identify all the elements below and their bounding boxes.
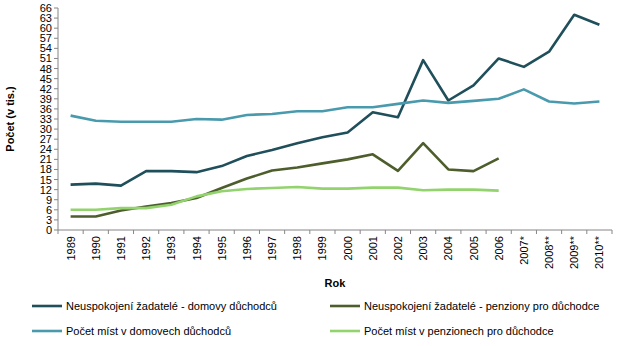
plot-lines [71,15,600,217]
x-tick [108,230,109,234]
x-tick [486,230,487,234]
x-tick [536,230,537,234]
x-tick [309,230,310,234]
x-tick [234,230,235,234]
x-tick-label: 2006 [493,236,505,260]
y-tick [54,8,58,9]
y-tick [54,159,58,160]
y-tick [54,199,58,200]
x-tick-label: 2009** [568,235,580,269]
y-tick [54,209,58,210]
y-tick [54,38,58,39]
x-tick [385,230,386,234]
x-axis-title: Rok [325,277,347,289]
x-tick-label: 2000 [342,236,354,260]
y-tick [54,18,58,19]
legend-swatch [330,330,360,333]
y-tick [54,78,58,79]
series-line [71,187,499,210]
y-tick [54,88,58,89]
y-axis-title: Počet (v tis.) [4,86,16,152]
x-tick [284,230,285,234]
x-tick [586,230,587,234]
y-tick [54,58,58,59]
series-line [71,15,600,186]
x-tick [259,230,260,234]
x-tick-label: 1993 [165,236,177,260]
y-tick-label: 66 [40,2,52,14]
x-tick-label: 2003 [417,236,429,260]
chart: 0369121518212427303336394245485154576063… [0,0,619,346]
y-tick [54,119,58,120]
x-tick [83,230,84,234]
x-tick-label: 1991 [115,236,127,260]
y-tick [54,28,58,29]
x-tick [58,230,59,234]
y-tick [54,179,58,180]
x-tick-label: 2008** [543,235,555,269]
x-tick-label: 2002 [392,236,404,260]
x-tick [335,230,336,234]
series-line [71,143,499,216]
x-tick [561,230,562,234]
x-tick-label: 1997 [266,236,278,260]
x-tick [435,230,436,234]
y-tick [54,98,58,99]
y-tick [54,189,58,190]
y-tick [54,129,58,130]
legend-label: Neuspokojení žadatelé - domovy důchodců [66,300,277,312]
x-tick [612,230,613,234]
x-tick-label: 1992 [140,236,152,260]
x-tick-label: 2001 [367,236,379,260]
x-tick-label: 2007* [518,235,530,264]
x-tick [360,230,361,234]
x-tick [183,230,184,234]
y-tick [54,68,58,69]
x-tick [511,230,512,234]
legend-label: Počet míst v domovech důchodců [66,325,231,337]
x-tick-label: 1999 [316,236,328,260]
y-tick [54,108,58,109]
y-tick [54,219,58,220]
y-tick [54,139,58,140]
x-tick [410,230,411,234]
x-tick-label: 1996 [241,236,253,260]
legend-swatch [32,330,62,333]
x-tick [158,230,159,234]
y-tick [54,149,58,150]
x-tick-label: 2004 [442,236,454,260]
x-tick-label: 1998 [291,236,303,260]
legend-swatch [330,305,360,308]
x-tick-label: 1990 [90,236,102,260]
series-line [71,89,600,121]
x-tick-label: 1995 [216,236,228,260]
x-tick [209,230,210,234]
y-tick [54,169,58,170]
x-tick [460,230,461,234]
legend-label: Neuspokojení žadatelé - penziony pro důc… [364,300,599,312]
legend-label: Počet míst v penzionech pro důchodce [364,325,554,337]
x-tick-label: 1994 [191,236,203,260]
y-tick [54,48,58,49]
y-tick [54,230,58,231]
x-tick [133,230,134,234]
x-tick-label: 2010** [593,235,605,269]
x-tick-label: 2005 [468,236,480,260]
x-tick-label: 1989 [65,236,77,260]
legend-swatch [32,305,62,308]
